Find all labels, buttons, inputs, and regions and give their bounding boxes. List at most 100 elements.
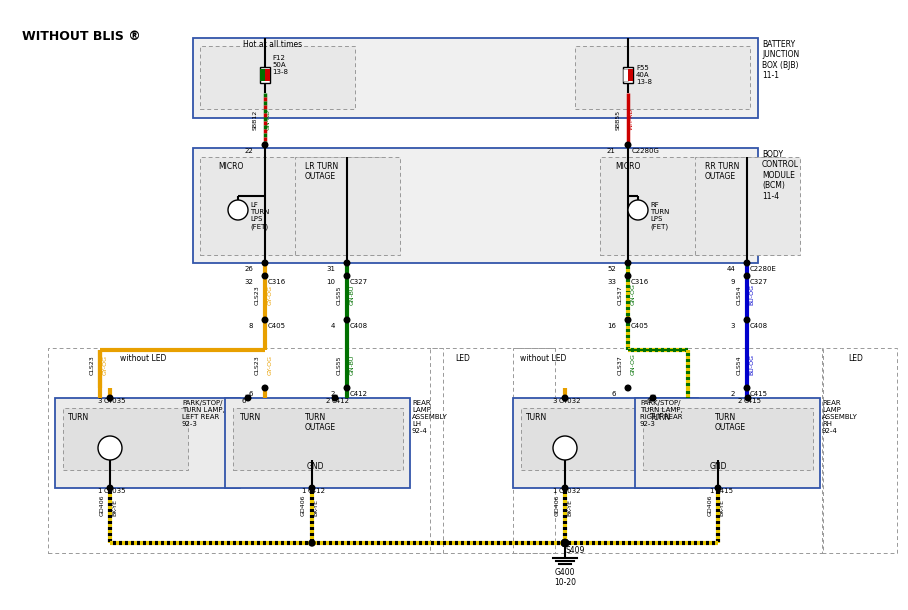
Circle shape xyxy=(561,539,568,547)
Bar xyxy=(48,348,443,553)
Text: 3: 3 xyxy=(731,323,735,329)
Text: MICRO: MICRO xyxy=(615,162,640,171)
Circle shape xyxy=(626,142,631,148)
Circle shape xyxy=(626,273,631,279)
Text: CLS23: CLS23 xyxy=(90,355,94,375)
Text: BU-OG: BU-OG xyxy=(749,354,755,375)
Text: 3: 3 xyxy=(97,398,102,404)
Text: 3: 3 xyxy=(552,398,557,404)
Text: BODY
CONTROL
MODULE
(BCM)
11-4: BODY CONTROL MODULE (BCM) 11-4 xyxy=(762,150,799,201)
Text: F12
50A
13-8: F12 50A 13-8 xyxy=(272,55,288,75)
Bar xyxy=(628,69,633,81)
Text: BK-YE: BK-YE xyxy=(313,499,319,516)
Text: CLS23: CLS23 xyxy=(254,355,260,375)
Text: BU-OG: BU-OG xyxy=(749,284,755,305)
Bar xyxy=(635,398,820,488)
Text: GN-OG: GN-OG xyxy=(630,353,636,375)
Circle shape xyxy=(561,539,568,547)
Circle shape xyxy=(626,317,631,323)
Circle shape xyxy=(98,436,122,460)
Text: without LED: without LED xyxy=(520,354,567,363)
Bar xyxy=(513,398,698,488)
Circle shape xyxy=(309,540,315,546)
Text: GN-OG: GN-OG xyxy=(630,283,636,305)
Text: 32: 32 xyxy=(244,279,253,285)
Text: 2: 2 xyxy=(331,391,335,397)
Text: 52: 52 xyxy=(607,266,616,272)
Bar xyxy=(200,46,355,109)
Text: 33: 33 xyxy=(607,279,616,285)
Text: 10: 10 xyxy=(326,279,335,285)
Text: 4: 4 xyxy=(331,323,335,329)
Text: WH-RD: WH-RD xyxy=(628,108,634,130)
Text: 9: 9 xyxy=(731,279,735,285)
Text: LED: LED xyxy=(848,354,863,363)
Text: 2: 2 xyxy=(107,448,114,458)
Text: GD406: GD406 xyxy=(100,495,104,516)
Text: SBB12: SBB12 xyxy=(252,110,258,130)
Text: MICRO: MICRO xyxy=(218,162,243,171)
Text: WITHOUT BLIS ®: WITHOUT BLIS ® xyxy=(22,30,141,43)
Text: RR TURN
OUTAGE: RR TURN OUTAGE xyxy=(705,162,739,181)
Bar xyxy=(623,69,628,81)
Circle shape xyxy=(650,395,656,401)
Circle shape xyxy=(626,260,631,266)
Text: GND: GND xyxy=(306,462,324,471)
Text: F55
40A
13-8: F55 40A 13-8 xyxy=(636,65,652,85)
Text: 2: 2 xyxy=(731,391,735,397)
Text: GND: GND xyxy=(709,462,726,471)
Circle shape xyxy=(107,485,113,491)
Text: CLS37: CLS37 xyxy=(617,355,623,375)
Circle shape xyxy=(107,395,113,401)
Circle shape xyxy=(745,385,750,391)
Text: LED: LED xyxy=(455,354,469,363)
Text: GY-OG: GY-OG xyxy=(268,285,272,305)
Text: C408: C408 xyxy=(750,323,768,329)
Bar xyxy=(513,348,823,553)
Text: GD406: GD406 xyxy=(707,495,713,516)
Bar xyxy=(193,148,758,263)
Text: C405: C405 xyxy=(631,323,649,329)
Text: TURN: TURN xyxy=(68,413,89,422)
Text: TURN: TURN xyxy=(650,413,671,422)
Text: 21: 21 xyxy=(607,148,615,154)
Text: TURN
OUTAGE: TURN OUTAGE xyxy=(715,413,746,432)
Text: C412: C412 xyxy=(308,488,326,494)
Text: TURN: TURN xyxy=(526,413,548,422)
Circle shape xyxy=(745,317,750,323)
Text: 6: 6 xyxy=(249,391,253,397)
Circle shape xyxy=(245,395,251,401)
Bar xyxy=(200,157,385,255)
Text: BK-YE: BK-YE xyxy=(719,499,725,516)
Text: C415: C415 xyxy=(744,398,762,404)
Circle shape xyxy=(553,436,577,460)
Circle shape xyxy=(344,273,350,279)
Bar xyxy=(521,408,646,470)
Text: C327: C327 xyxy=(350,279,368,285)
Circle shape xyxy=(344,317,350,323)
Text: 22: 22 xyxy=(244,148,253,154)
Text: 6: 6 xyxy=(646,398,651,404)
Text: C415: C415 xyxy=(716,488,734,494)
Text: GN-BU: GN-BU xyxy=(350,285,354,305)
Circle shape xyxy=(716,485,721,491)
Text: CLS54: CLS54 xyxy=(736,356,742,375)
Bar xyxy=(600,157,785,255)
Circle shape xyxy=(562,485,568,491)
Text: S409: S409 xyxy=(565,546,585,555)
Text: C316: C316 xyxy=(268,279,286,285)
Bar xyxy=(193,38,758,118)
Circle shape xyxy=(561,539,568,547)
Circle shape xyxy=(262,273,268,279)
Bar xyxy=(643,408,813,470)
Bar xyxy=(233,408,403,470)
Circle shape xyxy=(344,260,350,266)
Bar xyxy=(575,46,750,109)
Circle shape xyxy=(344,385,350,391)
Text: 44: 44 xyxy=(726,266,735,272)
Text: BK-YE: BK-YE xyxy=(113,499,117,516)
Text: CLS37: CLS37 xyxy=(617,285,623,305)
Text: 31: 31 xyxy=(326,266,335,272)
Text: GN-RD: GN-RD xyxy=(265,109,271,130)
Text: C412: C412 xyxy=(332,398,350,404)
